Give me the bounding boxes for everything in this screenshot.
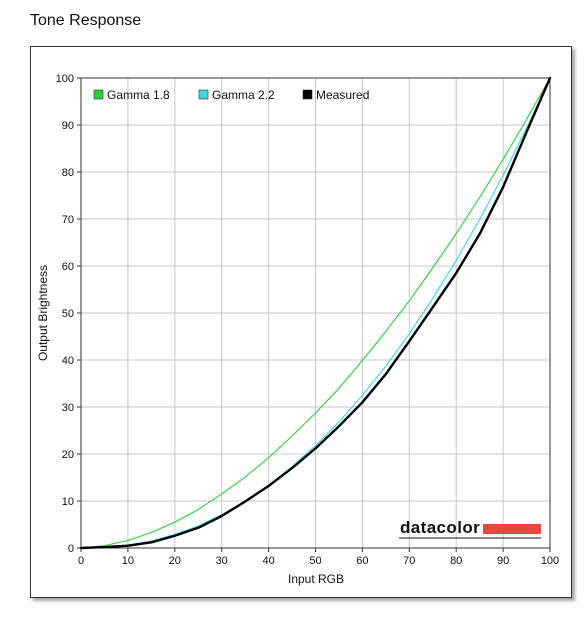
- x-tick-label: 60: [356, 555, 368, 567]
- axes: 0 10 20 30 40 50 60 70 80 90 100 0 10 20 30 40 50 60 70 80 9…: [56, 73, 560, 567]
- chart-panel: 0 10 20 30 40 50 60 70 80 90 100 0 10 20 30 40 50 60 70 80 9…: [30, 46, 572, 598]
- series: [79, 76, 552, 550]
- y-tick-label: 50: [62, 308, 74, 320]
- y-tick-label: 30: [62, 402, 74, 414]
- legend-swatch: [93, 89, 104, 100]
- y-tick-label: 10: [62, 496, 74, 508]
- y-tick-label: 60: [62, 261, 74, 273]
- legend: Gamma 1.8 Gamma 2.2 Measured: [93, 88, 369, 102]
- legend-label: Gamma 1.8: [107, 88, 170, 102]
- x-tick-label: 90: [497, 555, 509, 567]
- logo-bar: [483, 524, 541, 534]
- x-tick-label: 0: [78, 555, 84, 567]
- legend-swatch: [198, 89, 209, 100]
- x-tick-label: 30: [216, 555, 228, 567]
- x-tick-label: 70: [403, 555, 415, 567]
- legend-swatch: [302, 89, 313, 100]
- legend-label: Gamma 2.2: [212, 88, 275, 102]
- legend-label: Measured: [316, 88, 369, 102]
- y-axis-label: Output Brightness: [36, 265, 50, 361]
- datacolor-logo: datacolor: [399, 518, 541, 539]
- x-tick-label: 40: [262, 555, 274, 567]
- y-tick-label: 40: [62, 355, 74, 367]
- page-title: Tone Response: [30, 12, 142, 29]
- x-tick-label: 20: [169, 555, 181, 567]
- x-tick-label: 100: [541, 555, 559, 567]
- logo-text: datacolor: [400, 518, 480, 537]
- series-line-measured: [79, 76, 552, 550]
- series-line-gamma-1-8: [80, 77, 551, 549]
- series-line-gamma-2-2: [80, 77, 551, 549]
- tone-response-chart: 0 10 20 30 40 50 60 70 80 90 100 0 10 20 30 40 50 60 70 80 9…: [36, 73, 560, 586]
- x-tick-label: 80: [450, 555, 462, 567]
- y-tick-label: 90: [62, 120, 74, 132]
- x-axis-label: Input RGB: [288, 572, 344, 586]
- x-tick-label: 10: [122, 555, 134, 567]
- y-tick-label: 70: [62, 214, 74, 226]
- y-tick-label: 80: [62, 167, 74, 179]
- y-tick-label: 100: [56, 73, 74, 85]
- grid: [80, 77, 551, 549]
- y-tick-label: 0: [68, 543, 74, 555]
- y-tick-label: 20: [62, 449, 74, 461]
- x-tick-label: 50: [309, 555, 321, 567]
